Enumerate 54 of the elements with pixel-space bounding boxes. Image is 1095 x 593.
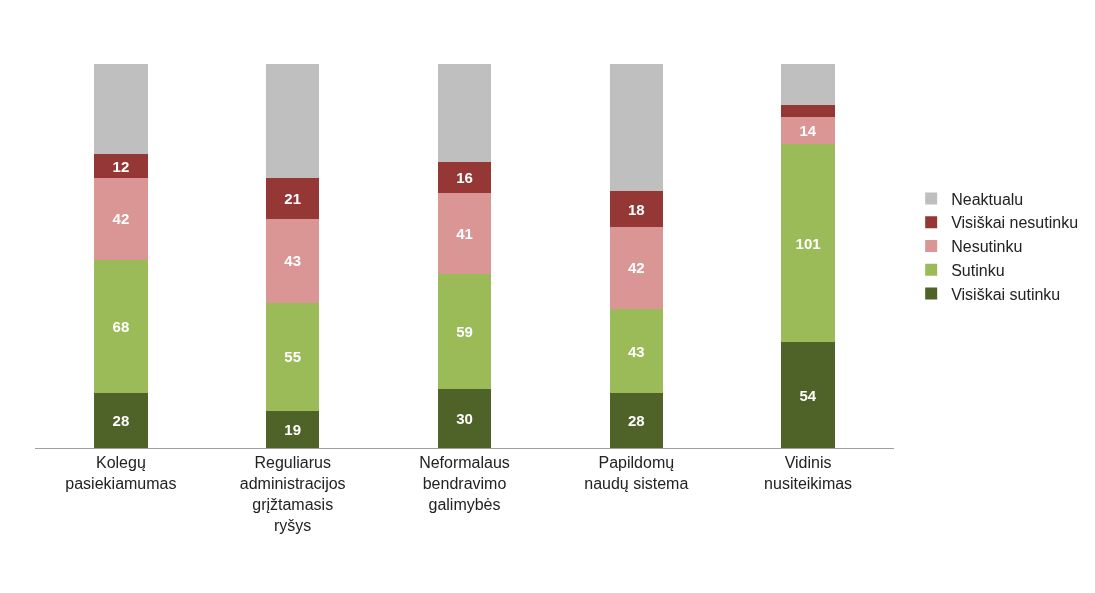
- x-tick-label: Kolegų pasiekiamumas: [65, 454, 177, 492]
- bar: [94, 177, 148, 261]
- bar: [781, 105, 835, 118]
- bar: [266, 303, 320, 411]
- data-label: 19: [284, 420, 302, 438]
- bar: [437, 273, 492, 390]
- bar: [609, 64, 663, 192]
- bar: [266, 177, 320, 219]
- bar: [266, 218, 320, 304]
- data-label: 28: [627, 412, 645, 430]
- data-label: 16: [456, 169, 473, 187]
- data-label: 42: [627, 259, 645, 277]
- legend-label: Nesutinku: [951, 238, 1023, 256]
- legend-label: Sutinku: [951, 262, 1005, 280]
- data-label: 101: [795, 234, 821, 252]
- data-label: 41: [456, 225, 473, 243]
- bar: [266, 64, 320, 178]
- data-label: 18: [627, 200, 645, 218]
- bar: [94, 154, 148, 178]
- bar: [94, 393, 148, 448]
- data-label: 43: [284, 252, 302, 270]
- data-label: 43: [627, 342, 645, 360]
- legend-label: Visiškai sutinku: [951, 285, 1061, 303]
- legend-label: Visiškai nesutinku: [951, 214, 1079, 232]
- data-label: 21: [284, 189, 302, 207]
- bar: [94, 260, 148, 394]
- legend-label: Neaktualu: [951, 190, 1024, 208]
- bar: [781, 342, 835, 448]
- bar: [609, 191, 663, 227]
- bar: [609, 308, 663, 394]
- data-label: 55: [284, 348, 302, 366]
- data-label: 68: [112, 318, 130, 336]
- data-label: 28: [112, 412, 130, 430]
- bar: [609, 226, 663, 309]
- bar: [94, 64, 148, 155]
- bar: [781, 64, 835, 106]
- x-tick-label: Reguliarus administracijos grįžtamasis ryšys: [239, 454, 346, 534]
- x-tick-label: Neformalaus bendravimo galimybės: [419, 454, 510, 513]
- data-label: 42: [112, 210, 130, 228]
- data-label: 54: [799, 386, 817, 404]
- data-label: 59: [456, 322, 473, 340]
- data-label: 12: [112, 157, 130, 175]
- x-tick-label: Vidinis nusiteikimas: [764, 454, 853, 492]
- bar: [266, 410, 320, 448]
- bar: [781, 117, 835, 145]
- bar: [781, 144, 835, 343]
- x-tick-label: Papildomų naudų sistema: [584, 454, 689, 492]
- data-label: 30: [456, 410, 473, 428]
- bar: [437, 389, 492, 448]
- bar: [437, 162, 492, 194]
- bar: [609, 393, 663, 448]
- data-label: 14: [799, 122, 817, 140]
- bar: [437, 193, 492, 274]
- bar: [437, 64, 492, 163]
